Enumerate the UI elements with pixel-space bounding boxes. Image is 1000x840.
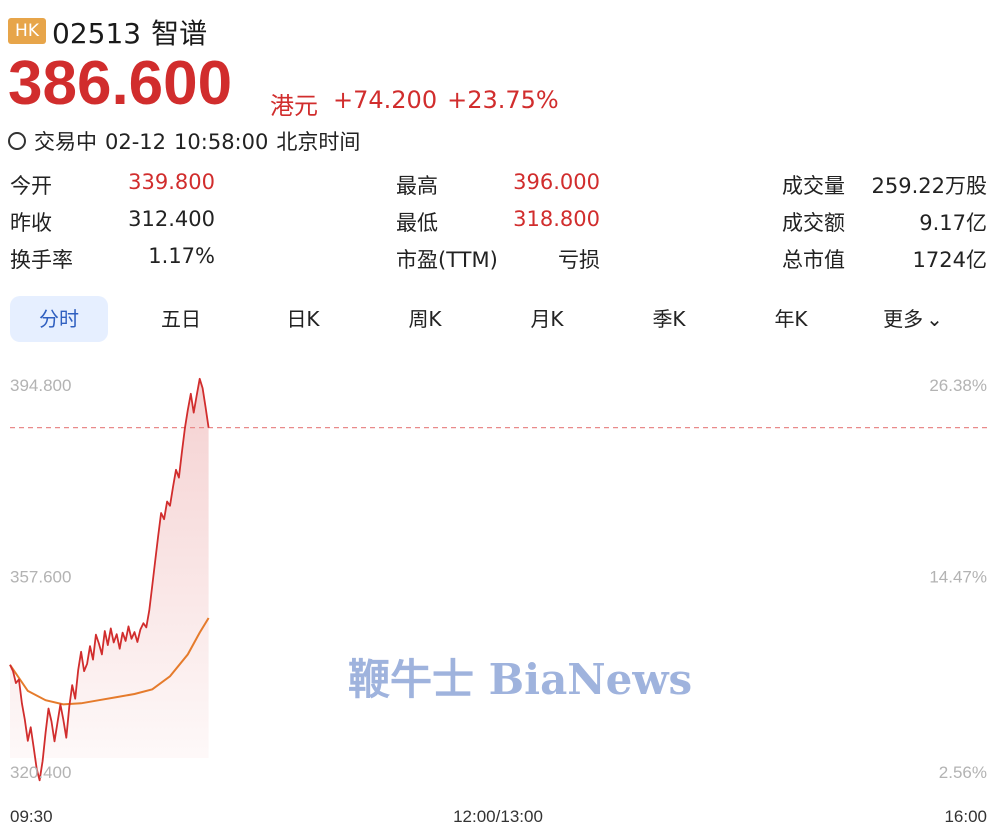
stat-label: 昨收 — [10, 211, 52, 235]
tab-label: 分时 — [39, 307, 79, 331]
y-label-left: 394.800 — [10, 376, 71, 395]
tab-label: 更多 — [883, 307, 924, 331]
x-label: 12:00/13:00 — [453, 807, 543, 826]
average-price-line — [9, 617, 210, 706]
stat-value: 339.800 — [128, 170, 215, 194]
tab-label: 五日 — [161, 307, 201, 331]
trading-status: 交易中 02-12 10:58:00 北京时间 — [8, 126, 368, 156]
x-label: 09:30 — [10, 807, 53, 826]
y-label-left: 357.600 — [10, 568, 71, 587]
stat-label: 成交额 — [782, 211, 845, 235]
tab-label: 季K — [652, 307, 686, 331]
status-clock-icon — [8, 132, 26, 150]
y-label-right: 2.56% — [939, 763, 987, 782]
tab-4[interactable]: 月K — [498, 296, 596, 342]
y-label-right: 14.47% — [929, 568, 987, 587]
tab-1[interactable]: 五日 — [132, 296, 230, 342]
tab-5[interactable]: 季K — [620, 296, 718, 342]
stat-label: 总市值 — [782, 248, 845, 272]
status-time: 10:58:00 — [174, 130, 269, 154]
change-amount: +74.200 — [333, 86, 438, 114]
chevron-down-icon: ⌄ — [926, 307, 943, 331]
tab-7[interactable]: 更多 ⌄ — [864, 296, 962, 342]
status-text: 交易中 — [34, 130, 97, 154]
stat-label: 最高 — [396, 174, 438, 198]
price-area — [10, 378, 209, 781]
stat-label: 市盈(TTM) — [396, 248, 498, 272]
currency: 港元 — [270, 92, 318, 120]
y-label-right: 26.38% — [929, 376, 987, 395]
tab-2[interactable]: 日K — [254, 296, 352, 342]
stock-title: 02513 智谱 — [52, 12, 217, 52]
stat-label: 换手率 — [10, 248, 73, 272]
tab-0[interactable]: 分时 — [10, 296, 108, 342]
stat-value: 312.400 — [128, 207, 215, 231]
tab-label: 年K — [774, 307, 808, 331]
stat-label: 最低 — [396, 211, 438, 235]
stock-name: 智谱 — [151, 17, 208, 50]
stat-value: 318.800 — [513, 207, 600, 231]
tab-label: 月K — [530, 307, 564, 331]
price-change: +74.200 +23.75% — [333, 86, 569, 114]
tab-label: 周K — [408, 307, 442, 331]
tab-3[interactable]: 周K — [376, 296, 474, 342]
status-timezone: 北京时间 — [276, 130, 361, 154]
stat-value: 396.000 — [513, 170, 600, 194]
stat-label: 今开 — [10, 174, 52, 198]
stat-value: 1724亿 — [912, 248, 987, 272]
x-label: 16:00 — [944, 807, 987, 826]
change-percent: +23.75% — [447, 86, 559, 114]
y-label-left: 320.400 — [10, 763, 71, 782]
last-price: 386.600 — [8, 49, 233, 118]
tab-6[interactable]: 年K — [742, 296, 840, 342]
tab-label: 日K — [286, 307, 320, 331]
stock-code: 02513 — [52, 17, 142, 50]
stat-value: 1.17% — [148, 244, 215, 268]
price-line — [9, 377, 210, 782]
stat-value: 9.17亿 — [919, 211, 987, 235]
stat-value: 亏损 — [558, 248, 600, 272]
stat-label: 成交量 — [782, 174, 845, 198]
stat-value: 259.22万股 — [871, 174, 987, 198]
market-badge: HK — [8, 18, 46, 44]
watermark: 鞭牛士 BiaNews — [348, 655, 693, 704]
status-date: 02-12 — [105, 130, 167, 154]
